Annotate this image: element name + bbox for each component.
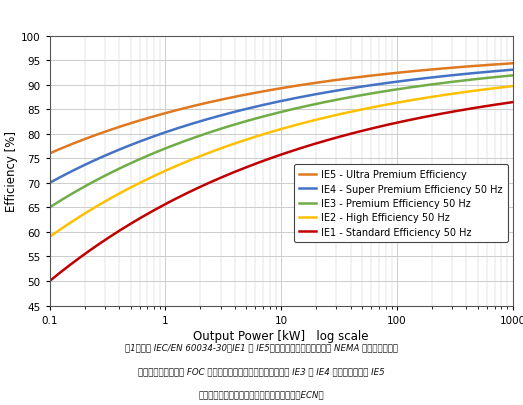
IE2 - High Efficiency 50 Hz <box>509 84 516 89</box>
IE5 - Ultra Premium Efficiency <box>509 62 516 66</box>
IE5 - Ultra Premium Efficiency <box>47 151 53 156</box>
Text: 至超高效率）。采用 FOC 和电子驱动的交流感应电机可以满足 IE3 和 IE4 级要求。要满足 IE5: 至超高效率）。采用 FOC 和电子驱动的交流感应电机可以满足 IE3 和 IE4… <box>138 367 385 375</box>
IE1 - Standard Efficiency 50 Hz <box>70 260 76 265</box>
IE1 - Standard Efficiency 50 Hz <box>496 102 502 107</box>
IE4 - Super Premium Efficiency 50 Hz <box>496 69 502 74</box>
IE3 - Premium Efficiency 50 Hz <box>259 115 266 120</box>
IE5 - Ultra Premium Efficiency <box>496 63 502 68</box>
IE4 - Super Premium Efficiency 50 Hz <box>411 78 417 83</box>
IE5 - Ultra Premium Efficiency <box>496 63 502 68</box>
IE2 - High Efficiency 50 Hz <box>496 86 502 91</box>
Line: IE2 - High Efficiency 50 Hz: IE2 - High Efficiency 50 Hz <box>50 87 513 237</box>
IE4 - Super Premium Efficiency 50 Hz <box>271 101 278 106</box>
IE3 - Premium Efficiency 50 Hz <box>47 205 53 210</box>
IE2 - High Efficiency 50 Hz <box>47 235 53 240</box>
IE4 - Super Premium Efficiency 50 Hz <box>70 168 76 173</box>
IE1 - Standard Efficiency 50 Hz <box>259 159 266 164</box>
Line: IE3 - Premium Efficiency 50 Hz: IE3 - Premium Efficiency 50 Hz <box>50 76 513 208</box>
IE1 - Standard Efficiency 50 Hz <box>411 117 417 122</box>
Y-axis label: Efficiency [%]: Efficiency [%] <box>5 131 18 211</box>
IE3 - Premium Efficiency 50 Hz <box>271 112 278 117</box>
X-axis label: Output Power [kW]   log scale: Output Power [kW] log scale <box>194 329 369 342</box>
IE5 - Ultra Premium Efficiency <box>411 70 417 75</box>
IE4 - Super Premium Efficiency 50 Hz <box>496 69 502 74</box>
IE3 - Premium Efficiency 50 Hz <box>496 75 502 80</box>
IE3 - Premium Efficiency 50 Hz <box>509 74 516 79</box>
IE2 - High Efficiency 50 Hz <box>259 133 266 138</box>
Line: IE5 - Ultra Premium Efficiency: IE5 - Ultra Premium Efficiency <box>50 64 513 154</box>
IE4 - Super Premium Efficiency 50 Hz <box>259 103 266 108</box>
IE2 - High Efficiency 50 Hz <box>496 86 502 91</box>
IE2 - High Efficiency 50 Hz <box>271 129 278 134</box>
IE5 - Ultra Premium Efficiency <box>259 90 266 95</box>
Line: IE1 - Standard Efficiency 50 Hz: IE1 - Standard Efficiency 50 Hz <box>50 103 513 281</box>
Text: 级效率水平需要使用永磁电机。（图片来源：ECN）: 级效率水平需要使用永磁电机。（图片来源：ECN） <box>199 390 324 399</box>
IE1 - Standard Efficiency 50 Hz <box>509 100 516 105</box>
IE1 - Standard Efficiency 50 Hz <box>47 279 53 284</box>
Legend: IE5 - Ultra Premium Efficiency, IE4 - Super Premium Efficiency 50 Hz, IE3 - Prem: IE5 - Ultra Premium Efficiency, IE4 - Su… <box>294 165 508 242</box>
IE5 - Ultra Premium Efficiency <box>70 142 76 147</box>
IE2 - High Efficiency 50 Hz <box>411 98 417 103</box>
IE3 - Premium Efficiency 50 Hz <box>496 75 502 80</box>
IE2 - High Efficiency 50 Hz <box>70 219 76 224</box>
IE4 - Super Premium Efficiency 50 Hz <box>47 181 53 186</box>
IE3 - Premium Efficiency 50 Hz <box>411 85 417 90</box>
Line: IE4 - Super Premium Efficiency 50 Hz: IE4 - Super Premium Efficiency 50 Hz <box>50 70 513 183</box>
Text: 图1：根据 IEC/EN 60034-30（IE1 至 IE5）的电机效率等级和相应的 NEMA 等级（标准效率: 图1：根据 IEC/EN 60034-30（IE1 至 IE5）的电机效率等级和… <box>125 342 398 351</box>
IE1 - Standard Efficiency 50 Hz <box>271 155 278 160</box>
IE3 - Premium Efficiency 50 Hz <box>70 191 76 196</box>
IE1 - Standard Efficiency 50 Hz <box>496 102 502 107</box>
IE5 - Ultra Premium Efficiency <box>271 87 278 92</box>
IE4 - Super Premium Efficiency 50 Hz <box>509 68 516 73</box>
